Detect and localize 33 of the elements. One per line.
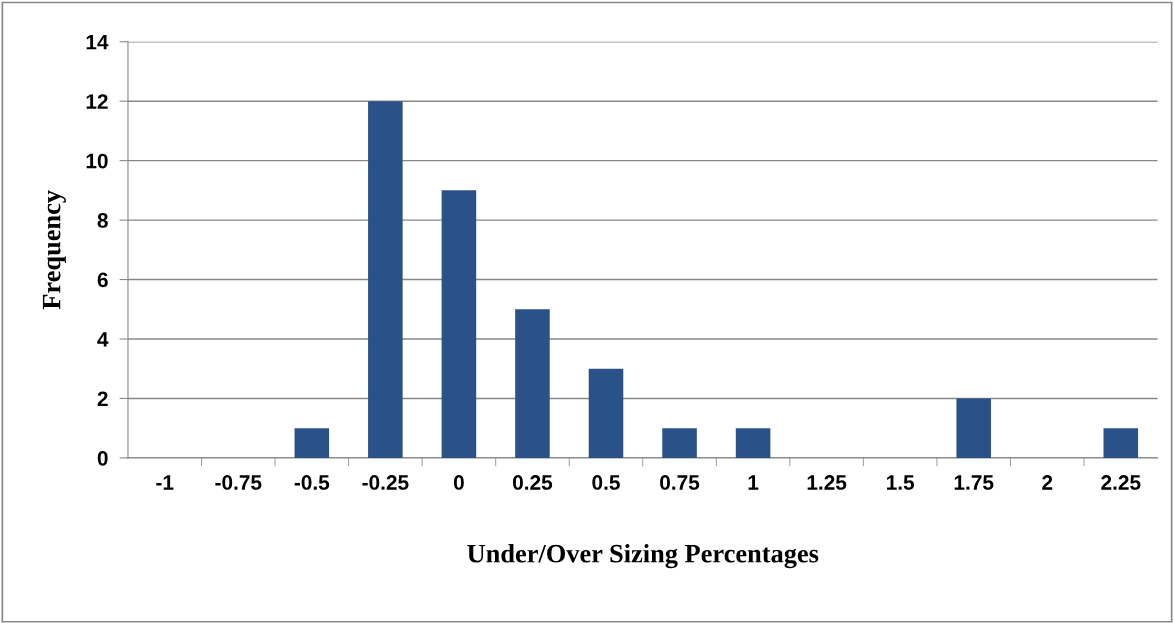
y-tick-label: 2 <box>97 391 108 406</box>
x-tick-label: 1.25 <box>807 475 847 490</box>
x-axis-title: Under/Over Sizing Percentages <box>467 543 819 569</box>
x-tick-label: 1.5 <box>887 475 915 490</box>
y-tick-label: 12 <box>86 94 108 109</box>
y-tick-label: 10 <box>86 153 108 169</box>
y-tick-label: 0 <box>97 450 108 466</box>
bar <box>1103 428 1139 458</box>
x-tick-label: 0.5 <box>592 475 620 490</box>
x-tick-label: 0 <box>453 475 464 490</box>
y-tick-label: 4 <box>97 332 109 347</box>
bar <box>294 428 330 458</box>
x-tick-label: -0.75 <box>215 475 262 490</box>
x-tick-label: -0.25 <box>362 475 409 490</box>
bar <box>735 428 771 458</box>
x-tick-label: 1 <box>748 475 759 490</box>
bar <box>588 368 624 458</box>
bar <box>662 428 697 458</box>
bar <box>956 398 991 458</box>
x-tick-label: -0.5 <box>294 475 330 490</box>
x-tick-label: -1 <box>156 475 174 490</box>
bar <box>441 190 477 458</box>
x-tick-label: 2 <box>1042 475 1053 490</box>
y-axis-title: Frequency <box>42 190 66 310</box>
x-tick-label: 1.75 <box>954 475 994 490</box>
y-tick-label: 14 <box>86 34 109 50</box>
y-tick-label: 8 <box>97 213 108 228</box>
x-tick-label: 2.25 <box>1101 475 1141 490</box>
bar <box>515 309 550 458</box>
x-tick-label: 0.25 <box>513 475 553 490</box>
bar <box>368 101 403 458</box>
y-tick-label: 6 <box>97 272 108 288</box>
x-tick-label: 0.75 <box>660 475 700 490</box>
